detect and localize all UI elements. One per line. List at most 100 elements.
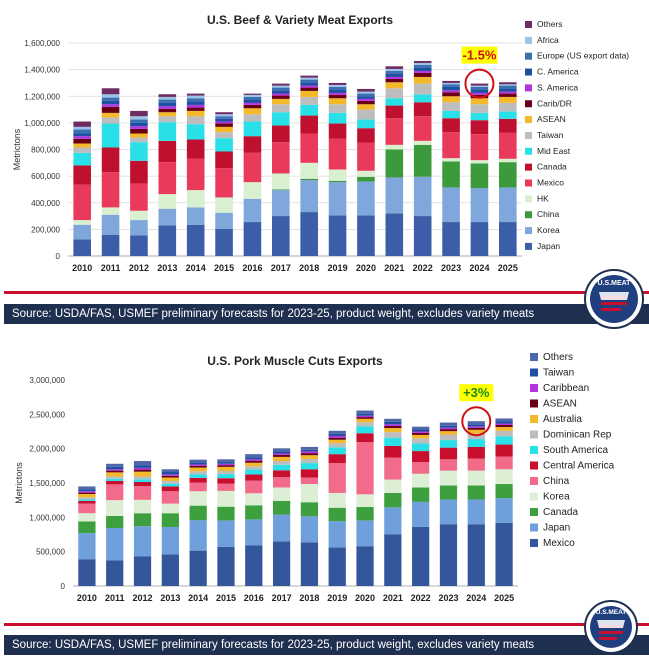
bar-segment-others — [73, 121, 91, 127]
bar-segment-china — [272, 477, 291, 488]
bar-segment-carib-dr — [357, 100, 375, 105]
bar-segment-korea — [300, 180, 318, 213]
x-tick-label: 2014 — [188, 593, 208, 603]
bar-segment-japan — [467, 499, 485, 525]
bar-segment-china — [328, 180, 347, 183]
bar-segment-south-america — [272, 464, 291, 471]
bar-segment-taiwan — [215, 132, 233, 139]
legend-label-others: Others — [537, 19, 563, 29]
bar-segment-hk — [357, 170, 375, 177]
bar-segment-south-america — [439, 440, 458, 448]
x-tick-label: 2015 — [214, 263, 234, 273]
bar-segment-others — [189, 459, 207, 463]
bar-segment-dominican-rep — [245, 466, 263, 470]
bar-segment-asean — [495, 424, 513, 428]
bar-segment-japan — [73, 239, 91, 256]
bar-segment-taiwan — [272, 104, 290, 113]
bar-segment-africa — [499, 84, 517, 86]
bar-segment-korea — [130, 220, 148, 236]
y-tick-label: 2,500,000 — [29, 410, 65, 419]
bar-segment-korea — [161, 503, 179, 514]
bar-segment-mid-east — [442, 110, 460, 119]
bar-segment-mexico — [272, 541, 291, 586]
bar-segment-hk — [328, 169, 347, 181]
bar-segment-korea — [186, 207, 205, 225]
annotation-box — [459, 384, 494, 402]
bar-segment-mid-east — [130, 142, 148, 161]
legend-swatch-mid-east — [525, 147, 532, 155]
legend-label-canada: Canada — [537, 162, 567, 172]
bar-segment-asean — [243, 108, 262, 115]
bar-segment-taiwan — [300, 96, 318, 105]
bar-segment-south-america — [78, 499, 96, 501]
legend-label-others: Others — [543, 352, 573, 363]
bar-segment-europe-us-export-data — [499, 85, 517, 89]
legend-swatch-china — [525, 211, 532, 219]
bar-segment-japan — [272, 514, 291, 542]
bar-segment-carib-dr — [470, 94, 489, 99]
bar-segment-others — [442, 80, 460, 83]
bar-segment-others — [78, 486, 96, 490]
bar-segment-asean — [217, 465, 235, 467]
bar-segment-hk — [73, 220, 91, 225]
bar-segment-south-america — [328, 447, 346, 455]
bar-segment-dominican-rep — [356, 422, 374, 427]
y-tick-label: 1,000,000 — [24, 119, 60, 128]
bar-segment-mid-east — [186, 124, 205, 140]
bar-segment-asean — [133, 469, 152, 472]
x-tick-label: 2022 — [411, 593, 431, 603]
bar-segment-c-america — [272, 90, 290, 94]
bar-segment-c-america — [413, 67, 432, 71]
bar-segment-asean — [439, 429, 458, 432]
bar-segment-dominican-rep — [467, 433, 485, 440]
bar-segment-canada — [357, 128, 375, 143]
bar-segment-mexico — [385, 118, 404, 145]
bar-segment-others — [186, 93, 205, 96]
bar-segment-asean — [412, 432, 430, 435]
legend-swatch-korea — [530, 492, 538, 501]
bar-segment-canada — [300, 115, 318, 134]
bar-segment-japan — [300, 516, 319, 543]
bar-segment-mid-east — [272, 112, 290, 126]
bar-segment-china — [384, 457, 402, 480]
bar-segment-mexico — [495, 522, 513, 586]
bar-segment-taiwan — [328, 104, 347, 113]
annotation-label: +3% — [463, 385, 490, 400]
bar-segment-mexico — [439, 524, 458, 586]
bar-segment-others — [243, 93, 262, 95]
legend-label-japan: Japan — [537, 241, 560, 251]
bar-segment-others — [356, 410, 374, 414]
bar-segment-mexico — [328, 138, 347, 170]
bar-segment-japan — [357, 215, 375, 256]
bar-segment-canada — [300, 502, 319, 517]
bar-segment-europe-us-export-data — [73, 129, 91, 134]
bar-segment-mexico — [189, 550, 207, 586]
legend-swatch-mexico — [530, 539, 538, 547]
bar-segment-hk — [300, 162, 318, 179]
bar-segment-asean — [215, 126, 233, 133]
bar-segment-hk — [385, 144, 404, 150]
bar-segment-japan — [158, 225, 177, 256]
bar-segment-japan — [495, 498, 513, 523]
bar-segment-canada — [161, 513, 179, 527]
bar-segment-china — [217, 483, 235, 491]
bar-segment-mid-east — [300, 104, 318, 116]
bar-segment-japan — [413, 216, 432, 256]
y-tick-label: 1,400,000 — [24, 66, 60, 75]
bar-segment-canada — [328, 123, 347, 139]
x-tick-label: 2011 — [101, 263, 121, 273]
bar-segment-others — [413, 60, 432, 63]
bar-segment-hk — [470, 160, 489, 164]
bar-segment-asean — [161, 475, 179, 478]
bar-segment-australia — [384, 428, 402, 433]
y-tick-label: 1,500,000 — [29, 479, 65, 488]
banner-stripe — [4, 623, 649, 626]
bar-segment-carib-dr — [272, 95, 290, 99]
bar-segment-africa — [130, 116, 148, 120]
x-tick-label: 2013 — [160, 593, 180, 603]
bar-segment-others — [158, 94, 177, 97]
bar-segment-africa — [357, 91, 375, 94]
bar-segment-canada — [439, 485, 458, 500]
bar-segment-canada — [78, 521, 96, 534]
bar-segment-carib-dr — [413, 72, 432, 77]
